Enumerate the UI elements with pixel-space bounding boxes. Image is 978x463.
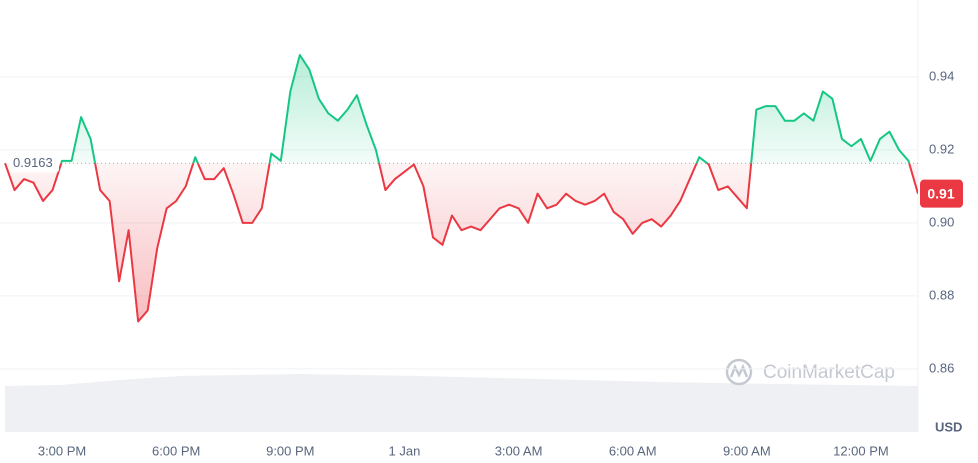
y-tick-label: 0.90 bbox=[929, 214, 954, 229]
x-tick-label: 1 Jan bbox=[389, 443, 421, 458]
volume-area bbox=[5, 374, 918, 432]
x-tick-label: 6:00 PM bbox=[152, 443, 200, 458]
price-line-up bbox=[4, 53, 911, 164]
watermark-logo bbox=[725, 358, 753, 386]
area-below bbox=[5, 163, 918, 322]
price-tag-bg bbox=[920, 179, 963, 208]
watermark: CoinMarketCap bbox=[763, 362, 895, 383]
price-tag: 0.91 bbox=[927, 185, 954, 201]
x-tick-label: 3:00 AM bbox=[495, 443, 543, 458]
x-tick-label: 3:00 PM bbox=[38, 443, 86, 458]
x-tick-label: 9:00 PM bbox=[266, 443, 314, 458]
y-tick-label: 0.92 bbox=[929, 141, 954, 156]
y-tick-label: 0.94 bbox=[929, 68, 954, 83]
price-line-down bbox=[4, 163, 918, 323]
x-tick-label: 9:00 AM bbox=[723, 443, 771, 458]
x-tick-label: 12:00 PM bbox=[833, 443, 889, 458]
area-above bbox=[5, 54, 918, 164]
baseline-label-bg bbox=[9, 154, 59, 173]
y-unit: USD bbox=[935, 419, 962, 434]
baseline-label: 0.9163 bbox=[13, 155, 53, 170]
x-tick-label: 6:00 AM bbox=[609, 443, 657, 458]
y-tick-label: 0.88 bbox=[929, 287, 954, 302]
y-tick-label: 0.86 bbox=[929, 360, 954, 375]
